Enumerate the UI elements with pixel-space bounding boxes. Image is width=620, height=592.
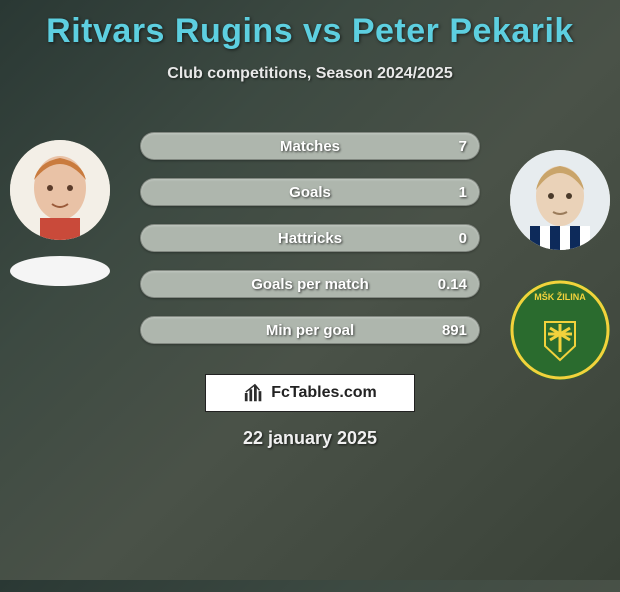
player-right-avatar: [510, 150, 610, 250]
bar-right-value: 0: [459, 225, 467, 251]
bar-row-gpm: Goals per match 0.14: [140, 270, 480, 298]
bar-row-matches: Matches 7: [140, 132, 480, 160]
bar-row-mpg: Min per goal 891: [140, 316, 480, 344]
left-column: [10, 140, 110, 306]
page-title: Ritvars Rugins vs Peter Pekarik: [0, 12, 620, 51]
logo-text: FcTables.com: [271, 384, 377, 402]
bar-label: Hattricks: [141, 225, 479, 251]
bar-right-value: 0.14: [438, 271, 467, 297]
page-subtitle: Club competitions, Season 2024/2025: [0, 65, 620, 83]
player-left-face-icon: [10, 140, 110, 240]
bar-right-value: 1: [459, 179, 467, 205]
bar-row-goals: Goals 1: [140, 178, 480, 206]
generation-date: 22 january 2025: [0, 428, 620, 449]
bar-row-hattricks: Hattricks 0: [140, 224, 480, 252]
player-left-avatar: [10, 140, 110, 240]
player-right-face-icon: [510, 150, 610, 250]
bar-label: Min per goal: [141, 317, 479, 343]
stat-bars: Matches 7 Goals 1 Hattricks 0 Goals per …: [140, 132, 480, 362]
fctables-logo: FcTables.com: [205, 374, 415, 412]
bar-right-value: 7: [459, 133, 467, 159]
bar-label: Matches: [141, 133, 479, 159]
bar-label: Goals per match: [141, 271, 479, 297]
club-left-badge: [10, 256, 110, 286]
club-right-badge: MŠK ŽILINA: [510, 280, 610, 380]
bar-label: Goals: [141, 179, 479, 205]
bar-right-value: 891: [442, 317, 467, 343]
club-right-crest-icon: MŠK ŽILINA: [510, 280, 610, 380]
club-right-text: MŠK ŽILINA: [534, 291, 586, 302]
chart-bars-icon: [243, 382, 265, 404]
right-column: MŠK ŽILINA: [510, 150, 610, 380]
